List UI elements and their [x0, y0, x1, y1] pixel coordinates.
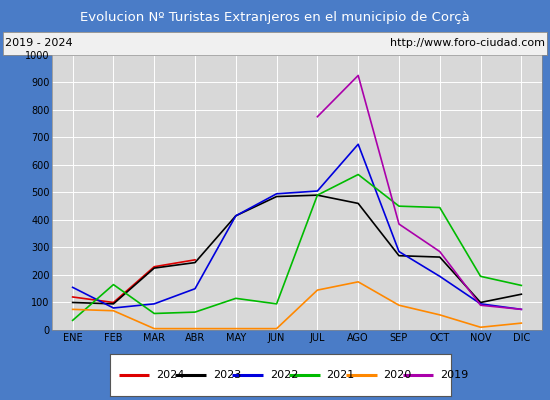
2020 — [233, 326, 239, 331]
2022 — [437, 274, 443, 279]
2023 — [69, 300, 76, 305]
2020 — [192, 326, 199, 331]
2020 — [273, 326, 280, 331]
2021 — [110, 282, 117, 287]
2020 — [518, 321, 525, 326]
2020 — [151, 326, 157, 331]
2021 — [437, 205, 443, 210]
2024 — [110, 300, 117, 305]
2022 — [151, 302, 157, 306]
2019 — [477, 303, 484, 308]
Text: 2023: 2023 — [213, 370, 241, 380]
2023 — [151, 266, 157, 270]
2022 — [395, 249, 402, 254]
2020 — [395, 303, 402, 308]
2023 — [395, 253, 402, 258]
2020 — [314, 288, 321, 292]
Line: 2024: 2024 — [73, 260, 195, 302]
Text: Evolucion Nº Turistas Extranjeros en el municipio de Corçà: Evolucion Nº Turistas Extranjeros en el … — [80, 10, 470, 24]
Text: 2022: 2022 — [270, 370, 298, 380]
2020 — [437, 312, 443, 317]
2022 — [233, 213, 239, 218]
Text: 2019: 2019 — [440, 370, 469, 380]
Line: 2019: 2019 — [317, 76, 521, 309]
2021 — [477, 274, 484, 279]
2021 — [151, 311, 157, 316]
Text: 2024: 2024 — [156, 370, 184, 380]
2022 — [518, 307, 525, 312]
2023 — [314, 193, 321, 198]
2021 — [273, 302, 280, 306]
2023 — [477, 300, 484, 305]
Text: http://www.foro-ciudad.com: http://www.foro-ciudad.com — [389, 38, 544, 48]
2023 — [110, 302, 117, 306]
2022 — [477, 302, 484, 306]
2020 — [355, 280, 361, 284]
2021 — [355, 172, 361, 177]
Line: 2023: 2023 — [73, 195, 521, 304]
2022 — [314, 189, 321, 194]
2020 — [69, 307, 76, 312]
2022 — [273, 191, 280, 196]
2023 — [233, 213, 239, 218]
Text: 2020: 2020 — [383, 370, 411, 380]
2022 — [110, 306, 117, 310]
2022 — [69, 285, 76, 290]
2021 — [395, 204, 402, 208]
2019 — [437, 249, 443, 254]
Line: 2021: 2021 — [73, 174, 521, 320]
Line: 2022: 2022 — [73, 144, 521, 309]
Line: 2020: 2020 — [73, 282, 521, 329]
Text: 2019 - 2024: 2019 - 2024 — [6, 38, 73, 48]
2020 — [477, 325, 484, 330]
2023 — [192, 260, 199, 265]
2022 — [192, 286, 199, 291]
Text: 2021: 2021 — [327, 370, 355, 380]
2020 — [110, 308, 117, 313]
2019 — [355, 73, 361, 78]
2023 — [518, 292, 525, 297]
2024 — [192, 258, 199, 262]
2019 — [395, 222, 402, 226]
2021 — [69, 318, 76, 323]
2022 — [355, 142, 361, 147]
2023 — [273, 194, 280, 199]
2021 — [233, 296, 239, 301]
2019 — [518, 307, 525, 312]
2024 — [69, 294, 76, 299]
2021 — [518, 283, 525, 288]
2023 — [355, 201, 361, 206]
2019 — [314, 114, 321, 119]
2023 — [437, 255, 443, 260]
2021 — [192, 310, 199, 314]
2024 — [151, 264, 157, 269]
2021 — [314, 193, 321, 198]
